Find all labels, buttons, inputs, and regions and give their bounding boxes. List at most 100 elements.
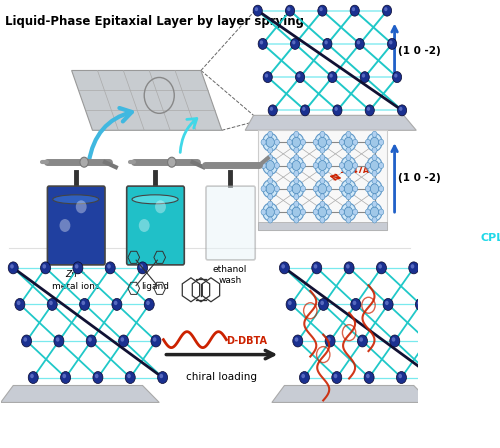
Circle shape	[323, 39, 332, 49]
Circle shape	[265, 73, 268, 78]
Circle shape	[340, 163, 344, 168]
Circle shape	[318, 137, 326, 147]
Circle shape	[300, 139, 306, 145]
Circle shape	[360, 72, 370, 82]
Circle shape	[320, 171, 325, 177]
Polygon shape	[72, 70, 222, 130]
Circle shape	[287, 7, 290, 11]
Circle shape	[366, 163, 370, 168]
Circle shape	[365, 105, 374, 116]
Bar	[258, 130, 387, 230]
Circle shape	[287, 209, 292, 215]
Circle shape	[366, 186, 370, 192]
Circle shape	[370, 160, 378, 171]
Circle shape	[24, 337, 27, 342]
Circle shape	[294, 217, 299, 223]
Circle shape	[396, 371, 406, 383]
Circle shape	[268, 217, 272, 223]
Circle shape	[314, 264, 318, 268]
Circle shape	[394, 73, 398, 78]
Circle shape	[315, 156, 330, 174]
Circle shape	[294, 131, 299, 137]
Circle shape	[120, 337, 124, 342]
Circle shape	[352, 139, 358, 145]
Circle shape	[376, 262, 386, 274]
Circle shape	[15, 298, 25, 310]
Circle shape	[315, 203, 330, 221]
Circle shape	[320, 7, 323, 11]
Circle shape	[360, 337, 363, 342]
Circle shape	[292, 207, 300, 217]
Circle shape	[105, 262, 115, 274]
Circle shape	[429, 371, 439, 383]
Circle shape	[372, 201, 377, 207]
Circle shape	[372, 171, 377, 177]
Circle shape	[378, 163, 384, 168]
Circle shape	[398, 105, 406, 116]
Circle shape	[10, 264, 14, 268]
Circle shape	[266, 184, 274, 194]
Text: chiral loading: chiral loading	[186, 371, 258, 382]
Circle shape	[255, 7, 258, 11]
Circle shape	[30, 374, 34, 378]
Circle shape	[320, 147, 325, 153]
Circle shape	[346, 264, 350, 268]
Text: wash: wash	[218, 276, 242, 285]
Circle shape	[390, 335, 400, 347]
FancyBboxPatch shape	[126, 186, 184, 265]
Circle shape	[334, 374, 338, 378]
Circle shape	[60, 219, 70, 232]
Circle shape	[346, 194, 351, 200]
Circle shape	[313, 209, 318, 215]
Circle shape	[392, 72, 402, 82]
Circle shape	[266, 137, 274, 147]
Circle shape	[344, 184, 352, 194]
Circle shape	[268, 131, 272, 137]
Circle shape	[324, 40, 328, 44]
Circle shape	[320, 301, 324, 305]
Circle shape	[294, 194, 299, 200]
Circle shape	[313, 186, 318, 192]
Circle shape	[258, 39, 268, 49]
Text: 19.47Å: 19.47Å	[340, 166, 370, 175]
Circle shape	[344, 160, 352, 171]
Circle shape	[42, 264, 46, 268]
Circle shape	[320, 178, 325, 184]
Circle shape	[318, 5, 327, 16]
Circle shape	[352, 301, 356, 305]
Circle shape	[389, 40, 392, 44]
Circle shape	[270, 107, 273, 111]
Circle shape	[430, 374, 434, 378]
Text: (1 0 -2): (1 0 -2)	[398, 46, 440, 56]
Circle shape	[399, 107, 402, 111]
Circle shape	[274, 139, 280, 145]
Circle shape	[17, 301, 20, 305]
Circle shape	[344, 262, 354, 274]
Circle shape	[262, 180, 278, 198]
Circle shape	[268, 201, 272, 207]
Circle shape	[54, 335, 64, 347]
Circle shape	[352, 7, 355, 11]
Circle shape	[367, 203, 382, 221]
Circle shape	[294, 171, 299, 177]
Circle shape	[289, 180, 304, 198]
Circle shape	[8, 262, 18, 274]
Circle shape	[366, 139, 370, 145]
FancyArrowPatch shape	[88, 108, 132, 163]
Circle shape	[268, 105, 278, 116]
Circle shape	[325, 335, 335, 347]
Circle shape	[315, 134, 330, 151]
Circle shape	[346, 217, 351, 223]
Circle shape	[287, 139, 292, 145]
Polygon shape	[272, 385, 430, 402]
Circle shape	[328, 72, 337, 82]
Circle shape	[362, 73, 365, 78]
Polygon shape	[0, 385, 159, 402]
Circle shape	[346, 155, 351, 160]
Circle shape	[341, 180, 356, 198]
Ellipse shape	[52, 195, 99, 204]
Circle shape	[340, 209, 344, 215]
Circle shape	[138, 262, 147, 274]
Circle shape	[385, 301, 388, 305]
Circle shape	[274, 186, 280, 192]
